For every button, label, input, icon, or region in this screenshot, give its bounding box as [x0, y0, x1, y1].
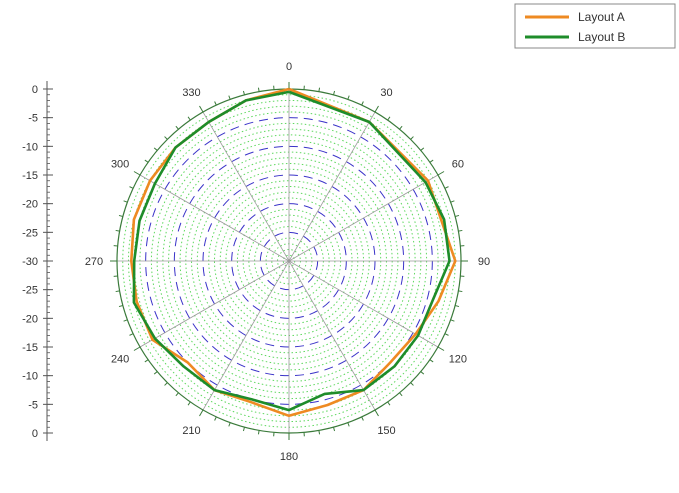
outer-tick [458, 229, 463, 232]
outer-tick [347, 95, 350, 100]
radial-tick-label: 0 [32, 428, 38, 440]
angle-label-180: 180 [280, 451, 298, 463]
series-line-1 [130, 87, 457, 418]
outer-tick [420, 371, 425, 375]
outer-tick [257, 430, 260, 435]
outer-tick [455, 214, 460, 217]
outer-tick [164, 136, 168, 140]
outer-tick [115, 229, 120, 232]
outer-tick [387, 401, 391, 406]
outer-tick [410, 136, 414, 140]
angle-label-270: 270 [85, 256, 103, 268]
legend-box [514, 3, 676, 49]
legend-label-2: Layout B [578, 30, 625, 44]
outer-tick [129, 186, 134, 189]
outer-tick [444, 186, 449, 189]
outer-tick [455, 305, 460, 308]
outer-tick [133, 346, 141, 351]
outer-tick [123, 319, 128, 322]
outer-tick [361, 101, 364, 106]
outer-tick [399, 392, 403, 397]
outer-tick [347, 422, 350, 427]
outer-tick [115, 290, 120, 293]
outer-tick [144, 359, 149, 363]
outer-tick [133, 171, 141, 176]
radial-axis: 0 -5 -10 -15 -20 -25 -30 -25 -20 -15 -10 -5 0 [22, 81, 53, 441]
outer-tick [214, 416, 217, 421]
radial-tick-label: -30 [22, 256, 38, 268]
angle-label-90: 90 [478, 256, 490, 268]
outer-tick [228, 95, 231, 100]
radial-tick-label: -15 [22, 342, 38, 354]
legend: Layout A Layout B [514, 3, 676, 49]
angle-labels: 0 30 60 90 120 150 180 210 240 270 300 330 [85, 61, 490, 463]
outer-tick [429, 359, 434, 363]
radial-tick-label: -20 [22, 199, 38, 211]
radial-tick-label: 0 [32, 84, 38, 96]
outer-tick [374, 105, 379, 113]
angle-label-300: 300 [111, 159, 129, 171]
outer-tick [450, 200, 455, 203]
angle-label-60: 60 [452, 159, 464, 171]
angle-label-210: 210 [182, 425, 200, 437]
outer-tick [153, 147, 158, 151]
outer-tick [118, 305, 123, 308]
radial-tick-label: -25 [22, 227, 38, 239]
outer-tick [374, 409, 379, 417]
angular-spoke [202, 111, 376, 411]
outer-tick [153, 371, 158, 375]
outer-tick [123, 200, 128, 203]
outer-tick [387, 116, 391, 121]
outer-tick [118, 214, 123, 217]
outer-tick [458, 290, 463, 293]
outer-tick [429, 159, 434, 163]
series-lines [130, 87, 457, 418]
radial-tick-label: -25 [22, 285, 38, 297]
angle-label-330: 330 [182, 87, 200, 99]
series-line-2 [132, 90, 451, 412]
outer-tick [444, 333, 449, 336]
outer-tick [175, 125, 179, 130]
radial-tick-label: -5 [28, 113, 38, 125]
outer-tick [164, 382, 168, 386]
outer-tick [242, 90, 245, 95]
radial-tick-label: -10 [22, 141, 38, 153]
radial-tick-label: -15 [22, 170, 38, 182]
outer-tick [199, 105, 204, 113]
outer-tick [144, 159, 149, 163]
angle-label-120: 120 [449, 354, 467, 366]
outer-tick [318, 87, 321, 92]
outer-tick [333, 90, 336, 95]
outer-tick [399, 125, 403, 130]
legend-label-1: Layout A [578, 10, 625, 24]
outer-tick [228, 422, 231, 427]
outer-tick [214, 101, 217, 106]
outer-tick [420, 147, 425, 151]
outer-tick [187, 116, 191, 121]
polar-grid [116, 88, 462, 434]
outer-tick [187, 401, 191, 406]
outer-tick [361, 416, 364, 421]
outer-tick [450, 319, 455, 322]
angle-label-240: 240 [111, 354, 129, 366]
outer-tick [333, 427, 336, 432]
radial-tick-label: -5 [28, 399, 38, 411]
outer-tick [175, 392, 179, 397]
outer-tick [437, 171, 445, 176]
outer-tick [242, 427, 245, 432]
outer-tick [257, 87, 260, 92]
outer-tick [410, 382, 414, 386]
radial-tick-label: -20 [22, 313, 38, 325]
angle-label-0: 0 [286, 61, 292, 73]
outer-tick [129, 333, 134, 336]
outer-tick [318, 430, 321, 435]
angle-label-30: 30 [380, 87, 392, 99]
polar-outer-ticks [110, 82, 468, 440]
outer-tick [199, 409, 204, 417]
angle-label-150: 150 [377, 425, 395, 437]
radial-tick-label: -10 [22, 371, 38, 383]
outer-tick [437, 346, 445, 351]
